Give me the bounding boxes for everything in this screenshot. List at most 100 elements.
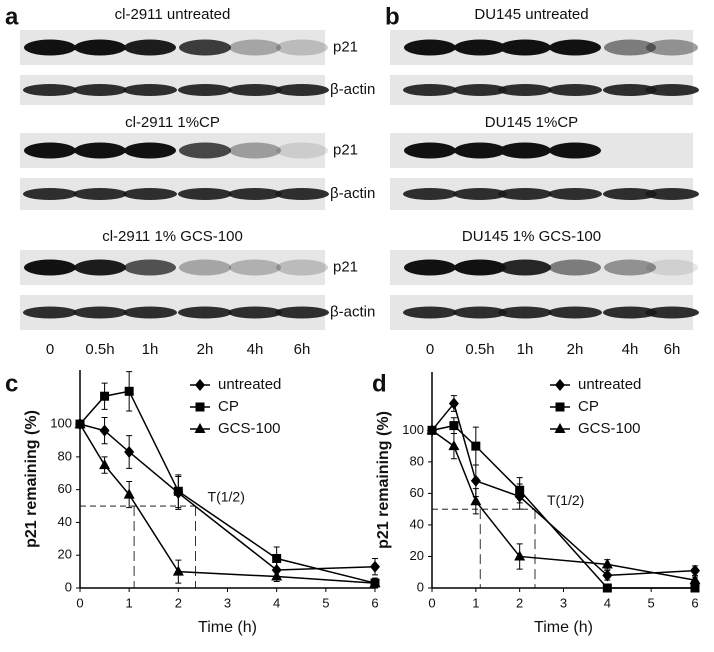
marker-square (195, 402, 205, 412)
marker-square (515, 485, 525, 495)
legend-label: CP (578, 398, 599, 415)
actin-band (453, 84, 507, 96)
actin-band (403, 306, 457, 319)
actin-band (23, 188, 77, 200)
marker-square (272, 553, 282, 563)
marker-triangle (74, 418, 86, 429)
legend-label: CP (218, 398, 239, 415)
marker-triangle (470, 495, 482, 506)
actin-band (178, 188, 232, 200)
actin-band (23, 84, 77, 96)
actin-band (73, 306, 127, 319)
actin-band (453, 188, 507, 200)
actin-band (123, 84, 177, 96)
actin-band (123, 188, 177, 200)
row-label: p21 (333, 38, 358, 55)
blot-title: cl-2911 1% GCS-100 (102, 228, 243, 245)
actin-band (73, 188, 127, 200)
marker-triangle (448, 440, 460, 451)
p21-band (179, 259, 231, 276)
actin-band (275, 306, 329, 319)
actin-band (453, 306, 507, 319)
p21-band (179, 142, 231, 159)
p21-band (604, 39, 656, 56)
p21-band (454, 39, 506, 56)
actin-band (548, 188, 602, 200)
actin-band (403, 84, 457, 96)
p21-band (276, 142, 328, 159)
actin-band (275, 188, 329, 200)
y-tick-label: 60 (58, 481, 72, 496)
blot-title: DU145 1%CP (485, 114, 578, 131)
p21-band (24, 142, 76, 159)
actin-band (645, 188, 699, 200)
p21-band (549, 39, 601, 56)
p21-band (404, 39, 456, 56)
p21-band (549, 259, 601, 276)
blot-title: DU145 1% GCS-100 (462, 228, 601, 245)
y-tick-label: 100 (50, 416, 72, 431)
x-tick-label: 4 (273, 595, 280, 610)
marker-diamond (195, 379, 205, 391)
blot-title: cl-2911 1%CP (125, 114, 220, 131)
blot-title: DU145 untreated (474, 6, 588, 23)
series-line (79, 423, 376, 571)
actin-band (603, 188, 657, 200)
p21-band (499, 142, 551, 159)
p21-band (454, 259, 506, 276)
actin-band (178, 306, 232, 319)
p21-band (124, 142, 176, 159)
p21-band (124, 39, 176, 56)
x-tick-label: 0 (76, 595, 83, 610)
series-line (431, 401, 696, 577)
marker-triangle (689, 574, 701, 585)
x-tick-label: 2 (175, 595, 182, 610)
legend-label: GCS-100 (578, 420, 641, 437)
row-label: p21 (333, 258, 358, 275)
marker-square (471, 441, 481, 451)
time-label: 2h (567, 341, 584, 358)
marker-triangle (426, 424, 438, 435)
y-tick-label: 80 (410, 453, 424, 468)
x-tick-label: 5 (322, 595, 329, 610)
p21-band (179, 39, 231, 56)
p21-band (646, 259, 698, 276)
y-tick-label: 80 (58, 448, 72, 463)
x-tick-label: 6 (691, 595, 698, 610)
y-tick-label: 100 (402, 422, 424, 437)
y-tick-label: 20 (58, 547, 72, 562)
p21-band (404, 259, 456, 276)
marker-diamond (370, 560, 380, 573)
p21-band (229, 259, 281, 276)
x-tick-label: 4 (604, 595, 611, 610)
marker-square (100, 391, 110, 401)
row-label: β-actin (330, 81, 375, 98)
marker-triangle (123, 488, 135, 499)
marker-triangle (99, 459, 111, 470)
actin-band (548, 306, 602, 319)
series-line (431, 429, 696, 581)
marker-diamond (124, 445, 135, 458)
p21-band (499, 259, 551, 276)
actin-band (123, 306, 177, 319)
actin-band (645, 306, 699, 319)
x-tick-label: 0 (428, 595, 435, 610)
time-label: 1h (517, 341, 534, 358)
marker-triangle (601, 558, 613, 569)
marker-triangle (271, 570, 283, 581)
marker-triangle (172, 565, 184, 576)
marker-diamond (690, 564, 700, 577)
time-label: 0.5h (85, 341, 114, 358)
panel-label: d (372, 370, 387, 397)
actin-band (228, 188, 282, 200)
marker-square (173, 486, 183, 496)
p21-band (276, 259, 328, 276)
p21-band (24, 39, 76, 56)
actin-band (73, 84, 127, 96)
time-label: 1h (142, 341, 159, 358)
marker-square (124, 386, 134, 396)
blot-title: cl-2911 untreated (115, 6, 231, 23)
p21-band (549, 142, 601, 159)
p21-band (229, 39, 281, 56)
